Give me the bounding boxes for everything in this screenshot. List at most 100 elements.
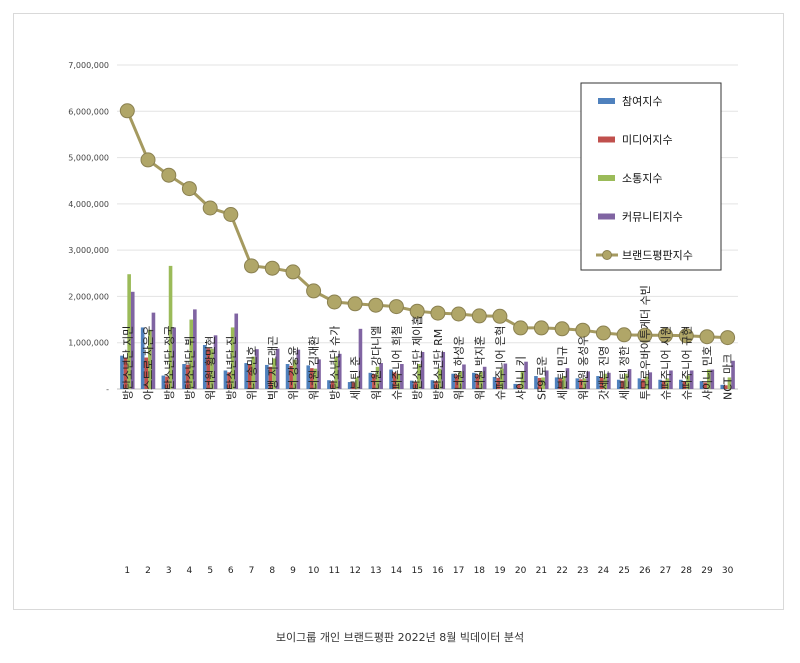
bar-2-24 [624,373,628,389]
category-label-10: 방탄소년단 슈가 [328,326,341,400]
bar-3-3 [193,309,197,389]
bar-0-11 [347,382,352,389]
rank-label-10: 11 [329,566,340,576]
bar-0-15 [430,380,435,389]
bar-1-23 [599,377,604,389]
bar-0-6 [244,363,248,389]
bar-3-9 [317,359,321,389]
bar-1-14 [413,381,418,389]
bar-0-4 [202,345,207,389]
bars [120,265,735,389]
category-label-19: 샤이니 키 [515,356,528,400]
brand-index-point-29 [720,330,736,346]
bar-1-7 [268,366,273,389]
rank-label-11: 12 [349,566,360,576]
category-label-29: NCT 마크 [722,354,735,400]
category-label-27: 슈퍼주니어 규현 [680,326,693,400]
category-label-4: 워너원 황민현 [204,336,217,400]
bar-1-17 [475,374,480,389]
bar-0-18 [492,376,497,389]
bar-2-6 [251,356,256,389]
bar-0-8 [285,364,290,389]
category-label-22: 워너원 옹성우 [577,336,590,400]
brand-index-point-28 [699,329,715,345]
rank-label-22: 23 [577,566,588,576]
brand-index-point-1 [140,152,156,168]
legend-swatch-2 [598,175,615,181]
brand-index-point-13 [388,299,404,315]
rank-label-14: 15 [411,566,422,576]
bar-0-23 [596,376,600,389]
brand-index-point-20 [533,320,549,336]
brand-index-point-23 [595,325,611,341]
category-label-25: 투모로우바이투게더 수빈 [639,285,652,400]
bar-3-11 [358,328,363,389]
bar-3-8 [296,349,301,389]
brand-index-point-5 [223,207,239,222]
legend-swatch-1 [598,136,615,143]
legend-swatch-marker [602,250,612,260]
bar-1-8 [289,365,293,389]
bar-0-7 [265,364,269,389]
bar-1-19 [517,384,521,389]
bar-0-26 [658,379,662,389]
bar-2-5 [230,327,235,389]
bar-3-16 [462,364,466,389]
legend-label-0: 참여지수 [622,95,662,108]
bar-0-2 [161,375,166,389]
bar-3-0 [130,291,135,389]
bar-1-0 [123,357,128,389]
category-label-9: 워너원 김재환 [308,336,321,400]
y-tick-label: 1,000,000 [68,339,109,348]
brand-index-point-8 [285,264,301,280]
rank-label-26: 27 [660,566,671,576]
category-label-3: 방탄소년단 뷔 [183,336,196,400]
bar-1-28 [703,382,707,389]
bar-2-26 [665,378,670,389]
brand-index-point-6 [244,258,259,274]
bar-0-10 [327,380,331,389]
legend-label-4: 브랜드평판지수 [622,249,693,262]
x-axis-ranks: 1 2 3 4 5 6 7 8 9 10 11 12 13 14 15 16 17 18 19 20 21 22 23 24 2… [124,566,733,576]
category-label-1: 아스트로 차은우 [142,326,155,400]
bar-1-22 [579,379,583,389]
bar-3-4 [213,335,218,389]
category-label-0: 방탄소년단 지민 [121,326,134,400]
bar-2-19 [520,370,525,389]
bar-2-28 [706,369,711,389]
bar-1-21 [558,378,563,389]
bar-3-5 [234,313,239,389]
brand-index-line [119,103,736,346]
rank-label-5: 6 [228,566,234,576]
brand-index-point-11 [347,296,363,312]
brand-index-point-22 [575,322,591,338]
rank-label-16: 17 [453,566,464,576]
bar-0-12 [368,372,373,389]
bar-2-17 [479,371,483,389]
rank-label-8: 9 [290,566,296,576]
category-label-2: 방탄소년단 정국 [163,326,176,400]
rank-label-1: 2 [145,566,151,576]
bar-1-18 [496,377,500,389]
bar-2-9 [313,368,318,389]
rank-label-21: 22 [556,566,567,576]
bar-3-28 [710,369,715,389]
category-label-21: 세븐틴 민규 [556,346,569,400]
legend-label-2: 소통지수 [622,172,662,185]
y-axis-ticks: - 1,000,000 2,000,000 3,000,000 4,000,000 5,0… [68,61,109,394]
brand-index-point-27 [678,328,694,344]
brand-index-point-4 [202,200,218,216]
bar-2-16 [458,371,463,389]
bar-2-29 [727,377,732,389]
bar-1-2 [165,376,169,389]
bar-3-26 [669,370,673,389]
bar-0-20 [534,376,538,389]
y-tick-label: 2,000,000 [68,292,109,301]
brand-index-point-0 [119,103,135,119]
category-label-6: 위너 송민호 [246,346,259,400]
bar-0-21 [554,377,559,389]
bar-3-13 [400,364,404,389]
bar-1-15 [434,381,438,389]
brand-index-point-26 [658,327,673,343]
